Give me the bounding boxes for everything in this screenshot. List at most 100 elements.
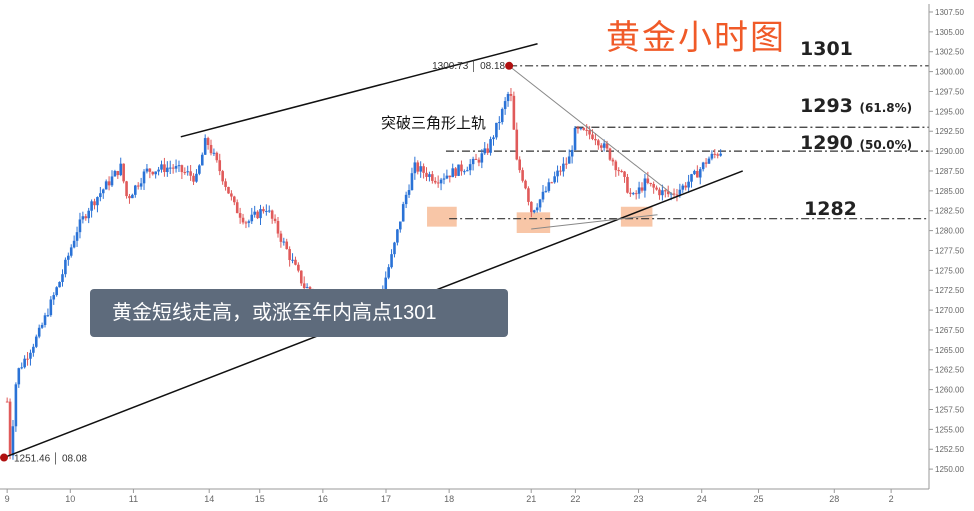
x-tick-label: 16 bbox=[318, 494, 328, 504]
candle-body bbox=[690, 174, 693, 182]
candle-body bbox=[608, 148, 612, 160]
x-tick-label: 24 bbox=[697, 494, 707, 504]
candle-body bbox=[541, 191, 545, 200]
candle-body bbox=[58, 281, 61, 288]
candle-body bbox=[544, 190, 548, 192]
candle-body bbox=[480, 153, 484, 163]
candle-body bbox=[556, 170, 559, 177]
candle-body bbox=[34, 336, 38, 347]
candle-body bbox=[107, 181, 111, 186]
candle-body bbox=[649, 182, 653, 184]
candle-body bbox=[532, 210, 536, 213]
y-tick-label: 1282.50 bbox=[935, 207, 964, 216]
candle-body bbox=[710, 153, 714, 159]
candle-body bbox=[101, 189, 105, 194]
level-value: 1282 bbox=[804, 198, 857, 220]
y-tick-label: 1302.50 bbox=[935, 48, 964, 57]
candle-body bbox=[672, 193, 676, 195]
candle-body bbox=[506, 93, 510, 102]
candle-body bbox=[471, 158, 475, 165]
y-tick-label: 1272.50 bbox=[935, 286, 964, 295]
candle-body bbox=[474, 158, 478, 160]
candle-body bbox=[515, 129, 519, 160]
candle-body bbox=[160, 164, 163, 170]
candle-body bbox=[547, 182, 551, 191]
candle-body bbox=[416, 162, 420, 172]
candle-body bbox=[195, 173, 198, 182]
y-tick-label: 1250.00 bbox=[935, 465, 964, 474]
candle-body bbox=[212, 152, 216, 154]
candle-body bbox=[308, 287, 312, 291]
candle-body bbox=[75, 232, 79, 241]
candle-body bbox=[623, 171, 626, 177]
support-zone bbox=[427, 206, 457, 227]
candle-body bbox=[104, 181, 108, 190]
candle-body bbox=[186, 171, 190, 173]
candle-body bbox=[157, 169, 160, 172]
candle-body bbox=[436, 182, 440, 184]
candle-body bbox=[463, 171, 466, 173]
candle-body bbox=[78, 219, 82, 233]
candle-body bbox=[43, 315, 47, 325]
candle-body bbox=[637, 187, 641, 194]
candle-body bbox=[84, 216, 88, 219]
candle-body bbox=[171, 167, 175, 169]
candle-body bbox=[431, 174, 434, 181]
candle-body bbox=[29, 352, 32, 359]
candle-body bbox=[716, 154, 720, 156]
candle-body bbox=[198, 165, 201, 174]
candle-body bbox=[189, 171, 192, 176]
candle-body bbox=[67, 255, 70, 260]
trendline-triangle-top bbox=[508, 65, 674, 196]
candle-body bbox=[553, 176, 556, 183]
level-value: 1301 bbox=[800, 38, 853, 60]
candle-body bbox=[294, 259, 297, 265]
trendline-upper bbox=[180, 43, 538, 138]
candle-body bbox=[454, 168, 457, 176]
candle-body bbox=[224, 181, 227, 187]
candle-body bbox=[597, 140, 600, 146]
candle-body bbox=[241, 217, 245, 223]
candle-body bbox=[180, 165, 184, 173]
candle-body bbox=[696, 170, 699, 178]
candle-body bbox=[483, 148, 487, 154]
candle-body bbox=[221, 171, 224, 182]
candle-body bbox=[521, 170, 524, 181]
candle-body bbox=[273, 218, 277, 221]
candle-body bbox=[52, 295, 56, 300]
candle-body bbox=[425, 172, 428, 177]
candle-body bbox=[489, 139, 492, 153]
candle-body bbox=[495, 122, 498, 138]
candle-body bbox=[693, 170, 696, 175]
y-tick-label: 1262.50 bbox=[935, 366, 964, 375]
candle-body bbox=[527, 188, 530, 202]
candle-body bbox=[579, 128, 583, 130]
candle-body bbox=[477, 159, 481, 163]
candle-body bbox=[209, 144, 213, 154]
candle-body bbox=[512, 95, 516, 130]
candle-body bbox=[634, 193, 638, 195]
level-label-1301: 1301 bbox=[800, 38, 853, 60]
level-value: 1293 bbox=[800, 95, 853, 117]
candle-body bbox=[687, 181, 690, 188]
candle-body bbox=[5, 401, 9, 403]
candle-body bbox=[61, 274, 64, 282]
candle-body bbox=[448, 175, 452, 178]
level-label-1293: 1293 (61.8%) bbox=[800, 95, 912, 117]
candle-body bbox=[253, 211, 256, 215]
candle-body bbox=[131, 194, 134, 199]
candle-body bbox=[698, 169, 702, 178]
candle-body bbox=[32, 346, 35, 353]
candle-body bbox=[163, 164, 166, 173]
y-tick-label: 1300.00 bbox=[935, 68, 964, 77]
chart-title: 黄金小时图 bbox=[606, 18, 786, 58]
candle-body bbox=[465, 170, 469, 172]
candle-body bbox=[8, 401, 12, 456]
candle-body bbox=[113, 171, 117, 177]
candle-body bbox=[398, 221, 402, 230]
x-tick-label: 14 bbox=[204, 494, 214, 504]
candle-body bbox=[49, 299, 53, 316]
